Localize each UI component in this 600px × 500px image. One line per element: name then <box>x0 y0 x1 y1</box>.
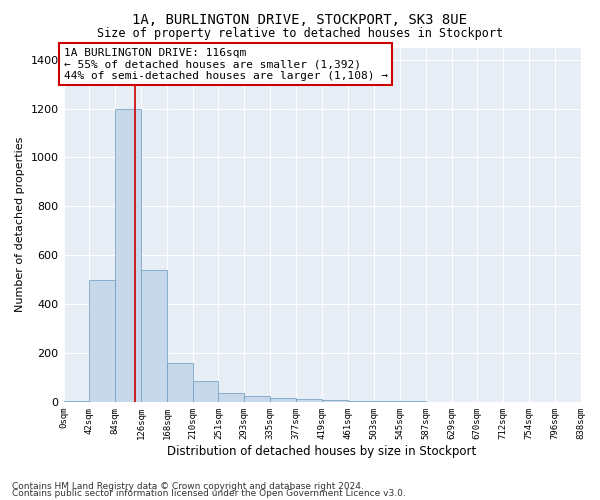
Text: Contains public sector information licensed under the Open Government Licence v3: Contains public sector information licen… <box>12 489 406 498</box>
Bar <box>348 400 374 402</box>
Bar <box>64 400 89 402</box>
Bar <box>115 108 141 402</box>
Bar <box>167 362 193 402</box>
Y-axis label: Number of detached properties: Number of detached properties <box>15 137 25 312</box>
Bar <box>244 396 270 402</box>
Text: Contains HM Land Registry data © Crown copyright and database right 2024.: Contains HM Land Registry data © Crown c… <box>12 482 364 491</box>
Bar <box>374 401 400 402</box>
Text: 1A BURLINGTON DRIVE: 116sqm
← 55% of detached houses are smaller (1,392)
44% of : 1A BURLINGTON DRIVE: 116sqm ← 55% of det… <box>64 48 388 80</box>
Bar <box>141 270 167 402</box>
Text: Size of property relative to detached houses in Stockport: Size of property relative to detached ho… <box>97 28 503 40</box>
X-axis label: Distribution of detached houses by size in Stockport: Distribution of detached houses by size … <box>167 444 476 458</box>
Text: 1A, BURLINGTON DRIVE, STOCKPORT, SK3 8UE: 1A, BURLINGTON DRIVE, STOCKPORT, SK3 8UE <box>133 12 467 26</box>
Bar <box>89 280 115 402</box>
Bar <box>270 398 296 402</box>
Bar <box>296 400 322 402</box>
Bar <box>218 394 244 402</box>
Bar <box>193 381 218 402</box>
Bar <box>322 400 348 402</box>
